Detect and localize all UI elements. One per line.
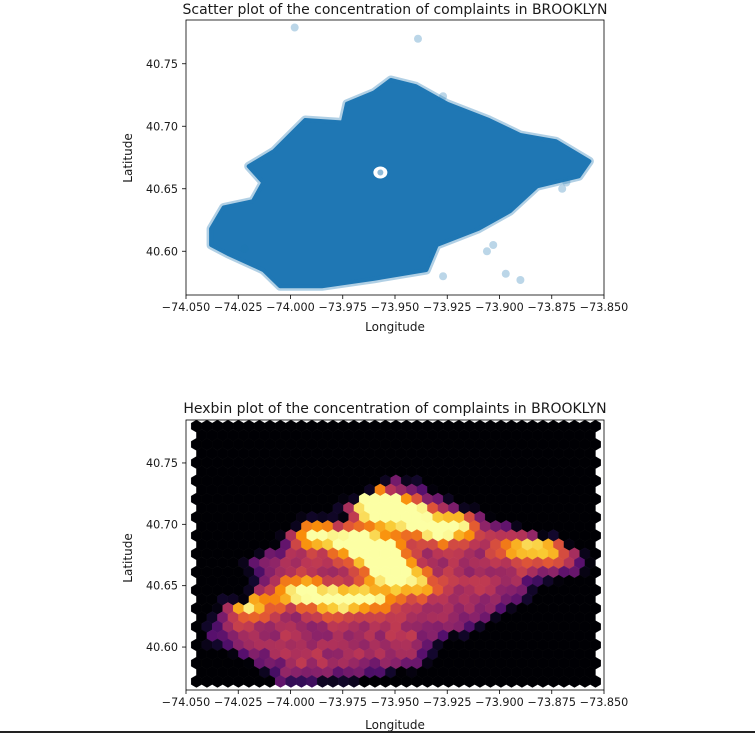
hexbin-xtick-label: −73.900 <box>475 696 524 709</box>
scatter-point <box>562 178 571 187</box>
scatter-chart: Scatter plot of the concentration of com… <box>121 2 628 334</box>
hexbin-ytick-label: 40.75 <box>146 457 178 470</box>
hexbin-xlabel: Longitude <box>365 718 425 732</box>
bottom-divider <box>0 731 755 733</box>
hexbin-xtick-label: −73.875 <box>527 696 576 709</box>
hexbin-xtick-label: −74.025 <box>214 696 263 709</box>
hexbin-xtick-label: −73.850 <box>580 696 629 709</box>
scatter-xtick-label: −74.025 <box>214 301 263 314</box>
hexbin-title: Hexbin plot of the concentration of comp… <box>183 401 606 417</box>
hexbin-xtick-label: −74.000 <box>266 696 315 709</box>
scatter-point <box>482 247 491 256</box>
hexbin-ytick-label: 40.65 <box>146 580 178 593</box>
hexbin-ylabel: Latitude <box>121 533 135 582</box>
scatter-xtick-label: −74.000 <box>266 301 315 314</box>
hexbin-chart: Hexbin plot of the concentration of comp… <box>121 401 628 732</box>
scatter-point <box>439 92 448 101</box>
hexbin-ytick-label: 40.70 <box>146 518 178 531</box>
scatter-point <box>413 34 422 43</box>
scatter-xtick-label: −74.050 <box>162 301 211 314</box>
scatter-xlabel: Longitude <box>365 320 425 334</box>
hexbin-axes: −74.050 −74.025 −74.000 −73.975 −73.950 −73.9… <box>146 457 628 709</box>
hexbin-xtick-label: −74.050 <box>162 696 211 709</box>
scatter-title: Scatter plot of the concentration of com… <box>183 2 608 18</box>
scatter-point <box>290 23 299 32</box>
scatter-ytick-label: 40.70 <box>146 120 178 133</box>
scatter-point <box>501 269 510 278</box>
scatter-xtick-label: −73.975 <box>318 301 367 314</box>
scatter-point <box>240 244 249 253</box>
scatter-ylabel: Latitude <box>121 133 135 182</box>
scatter-axes: −74.050 −74.025 −74.000 −73.975 −73.950 −73.9… <box>146 58 628 314</box>
scatter-point <box>558 184 567 193</box>
scatter-ytick-label: 40.65 <box>146 183 178 196</box>
scatter-xtick-label: −73.950 <box>371 301 420 314</box>
hexbin-xtick-label: −73.975 <box>318 696 367 709</box>
scatter-plot-area <box>206 23 594 291</box>
scatter-point <box>489 241 498 249</box>
hexbin-xtick-label: −73.925 <box>423 696 472 709</box>
scatter-point-cloud <box>209 78 592 289</box>
scatter-ytick-label: 40.75 <box>146 58 178 71</box>
scatter-xtick-label: −73.850 <box>580 301 629 314</box>
scatter-xtick-label: −73.875 <box>527 301 576 314</box>
scatter-ytick-label: 40.60 <box>146 245 178 258</box>
scatter-point <box>516 276 525 284</box>
hexbin-xtick-label: −73.950 <box>371 696 420 709</box>
scatter-xtick-label: −73.900 <box>475 301 524 314</box>
scatter-xtick-label: −73.925 <box>423 301 472 314</box>
scatter-point <box>377 169 384 176</box>
hexbin-plot-area <box>190 420 601 688</box>
hexbin-cell <box>590 675 601 688</box>
scatter-point <box>439 272 448 281</box>
hexbin-ytick-label: 40.60 <box>146 641 178 654</box>
